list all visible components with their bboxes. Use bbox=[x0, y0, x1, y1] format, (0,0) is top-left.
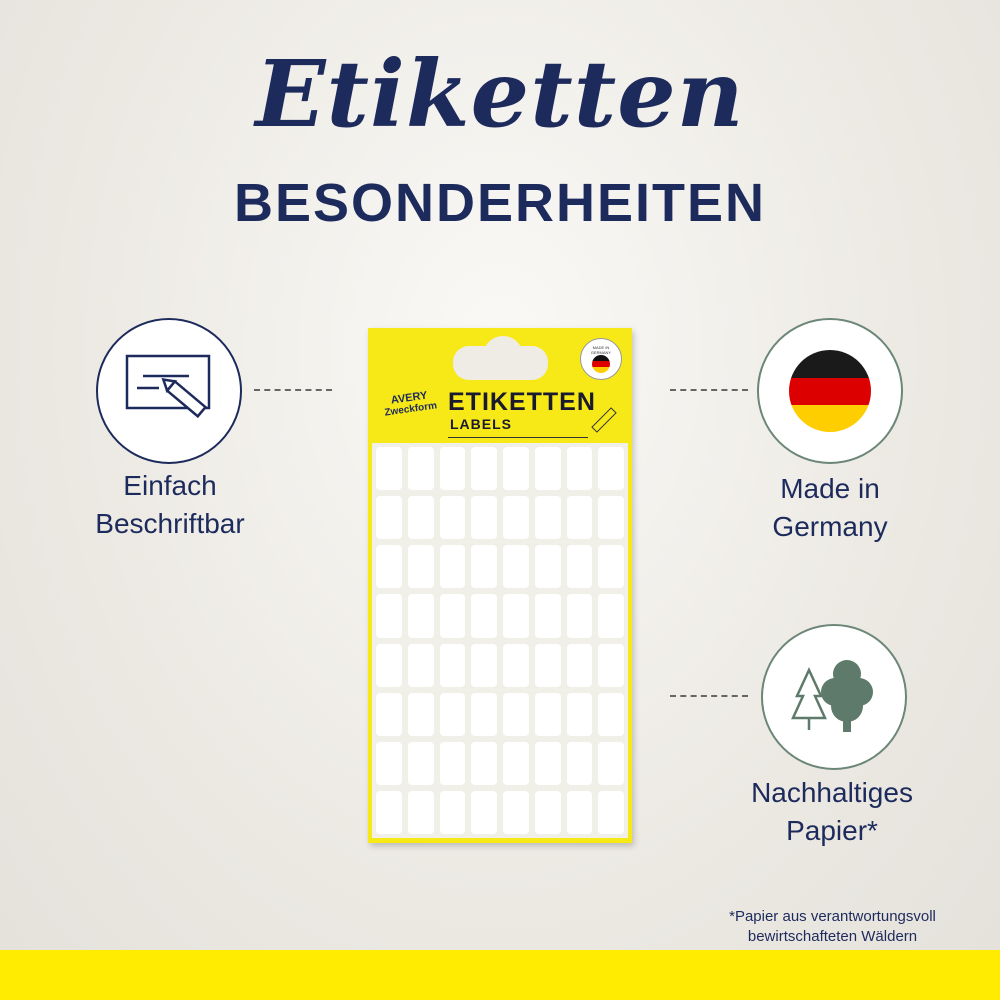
brand-logo: AVERY Zweckform bbox=[377, 388, 444, 421]
label-sticker bbox=[376, 643, 402, 687]
feature-line: Papier* bbox=[786, 815, 878, 846]
label-sticker bbox=[503, 692, 529, 736]
label-sticker bbox=[534, 692, 561, 736]
feature-label-sustainable: Nachhaltiges Papier* bbox=[722, 774, 942, 850]
label-sticker bbox=[376, 447, 402, 491]
label-sticker bbox=[439, 692, 466, 736]
label-sticker bbox=[503, 643, 529, 687]
label-sticker bbox=[407, 594, 434, 638]
label-sticker bbox=[598, 790, 624, 834]
label-sticker bbox=[598, 741, 624, 785]
label-sticker bbox=[503, 496, 529, 540]
underline bbox=[448, 437, 588, 438]
feature-line: Beschriftbar bbox=[95, 508, 245, 539]
label-sticker bbox=[598, 545, 624, 589]
script-title: Etiketten bbox=[255, 40, 745, 148]
label-pencil-icon bbox=[125, 354, 211, 419]
label-sticker bbox=[471, 496, 497, 540]
label-sticker bbox=[503, 790, 529, 834]
label-sticker bbox=[376, 545, 402, 589]
label-sticker bbox=[376, 692, 402, 736]
label-sticker bbox=[439, 447, 466, 491]
label-sticker bbox=[566, 447, 593, 491]
label-sticker bbox=[534, 545, 561, 589]
trees-icon bbox=[791, 660, 873, 732]
label-sticker bbox=[407, 496, 434, 540]
label-sticker bbox=[376, 496, 402, 540]
connector-line bbox=[254, 389, 332, 391]
footer-bar bbox=[0, 950, 1000, 1000]
label-sticker bbox=[439, 496, 466, 540]
label-sticker bbox=[566, 741, 593, 785]
label-sticker bbox=[503, 545, 529, 589]
feature-label-germany: Made in Germany bbox=[720, 470, 940, 546]
label-sticker bbox=[376, 594, 402, 638]
feature-label-writable: Einfach Beschriftbar bbox=[60, 467, 280, 543]
page-subtitle: BESONDERHEITEN bbox=[233, 173, 767, 233]
label-sticker bbox=[407, 692, 434, 736]
label-sticker bbox=[471, 594, 497, 638]
label-sticker bbox=[534, 741, 561, 785]
label-sticker bbox=[439, 545, 466, 589]
feature-line: Einfach bbox=[123, 470, 217, 501]
label-sticker bbox=[471, 790, 497, 834]
label-sticker bbox=[407, 643, 434, 687]
feature-line: Germany bbox=[772, 511, 888, 542]
label-sticker bbox=[534, 790, 561, 834]
product-subtitle: LABELS bbox=[450, 416, 512, 432]
label-sticker bbox=[407, 447, 434, 491]
hang-hole bbox=[453, 346, 548, 380]
label-sticker bbox=[534, 447, 561, 491]
feature-line: Made in bbox=[780, 473, 880, 504]
connector-line bbox=[670, 695, 748, 697]
germany-flag-icon bbox=[789, 350, 871, 432]
label-sticker bbox=[534, 643, 561, 687]
label-sticker bbox=[503, 594, 529, 638]
product-package: MADE IN GERMANY AVERY Zweckform ETIKETTE… bbox=[368, 328, 632, 843]
footnote-line: bewirtschafteten Wäldern bbox=[747, 928, 918, 945]
label-sticker bbox=[534, 594, 561, 638]
feature-line: Nachhaltiges bbox=[751, 777, 913, 808]
label-sheet bbox=[372, 443, 628, 838]
label-sticker bbox=[534, 496, 561, 540]
label-sticker bbox=[439, 594, 466, 638]
connector-line bbox=[670, 389, 748, 391]
label-sticker bbox=[566, 496, 593, 540]
label-sticker bbox=[598, 594, 624, 638]
feature-circle-sustainable bbox=[761, 624, 907, 770]
footnote: *Papier aus verantwortungsvoll bewirtsch… bbox=[690, 907, 975, 947]
label-sticker bbox=[471, 643, 497, 687]
label-sticker bbox=[439, 790, 466, 834]
made-in-germany-badge: MADE IN GERMANY bbox=[580, 338, 622, 380]
label-sticker bbox=[566, 594, 593, 638]
label-sticker bbox=[471, 692, 497, 736]
label-sticker bbox=[566, 692, 593, 736]
badge-text: MADE IN GERMANY bbox=[590, 345, 612, 355]
feature-circle-writable bbox=[96, 318, 242, 464]
product-title: ETIKETTEN bbox=[448, 388, 596, 416]
label-sticker bbox=[376, 790, 402, 834]
label-sticker bbox=[471, 741, 497, 785]
label-sticker bbox=[471, 447, 497, 491]
label-sticker bbox=[598, 496, 624, 540]
label-sticker bbox=[566, 545, 593, 589]
label-sticker bbox=[471, 545, 497, 589]
label-sticker bbox=[566, 790, 593, 834]
label-sticker bbox=[439, 741, 466, 785]
label-sticker bbox=[503, 741, 529, 785]
label-sticker bbox=[503, 447, 529, 491]
footnote-line: *Papier aus verantwortungsvoll bbox=[729, 908, 936, 925]
label-sticker bbox=[598, 447, 624, 491]
feature-circle-germany bbox=[757, 318, 903, 464]
label-sticker bbox=[598, 643, 624, 687]
germany-flag-icon bbox=[592, 355, 610, 373]
label-sticker bbox=[566, 643, 593, 687]
label-sticker bbox=[439, 643, 466, 687]
label-sticker bbox=[407, 790, 434, 834]
label-sticker bbox=[376, 741, 402, 785]
label-sticker bbox=[407, 545, 434, 589]
label-sticker bbox=[598, 692, 624, 736]
label-sticker bbox=[407, 741, 434, 785]
